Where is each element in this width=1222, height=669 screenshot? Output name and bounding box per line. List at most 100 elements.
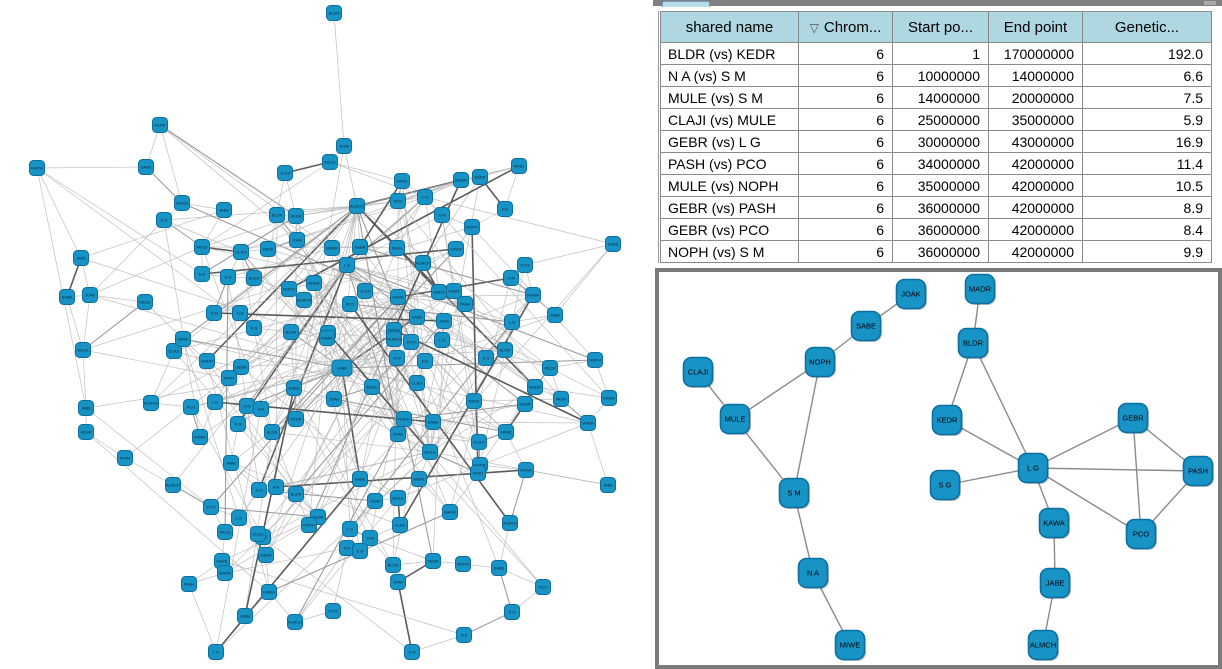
network-node[interactable]: KEDR bbox=[152, 117, 168, 133]
network-edge[interactable] bbox=[327, 296, 399, 334]
network-edge[interactable] bbox=[258, 451, 431, 491]
network-node[interactable]: MULE bbox=[322, 154, 338, 170]
node-shape[interactable] bbox=[1117, 402, 1149, 434]
table-cell[interactable]: N A (vs) S M bbox=[660, 64, 799, 87]
network-edge[interactable] bbox=[150, 331, 292, 404]
network-node[interactable]: JOAK bbox=[336, 138, 352, 154]
network-node[interactable]: PCO bbox=[325, 603, 341, 619]
network-node[interactable]: PCO bbox=[342, 296, 358, 312]
node-shape[interactable] bbox=[409, 375, 425, 391]
network-edge[interactable] bbox=[290, 296, 399, 333]
node-shape[interactable] bbox=[396, 411, 412, 427]
table-cell[interactable]: 35000000 bbox=[988, 108, 1083, 131]
network-node[interactable]: JABE bbox=[78, 400, 94, 416]
network-node[interactable]: S G bbox=[478, 350, 494, 366]
node-shape[interactable] bbox=[342, 521, 358, 537]
network-node[interactable]: KEDR bbox=[288, 411, 304, 427]
network-node[interactable]: JOAK bbox=[390, 574, 406, 590]
table-cell[interactable]: 6 bbox=[798, 130, 893, 153]
network-node[interactable]: PASH bbox=[457, 296, 473, 312]
network-node[interactable]: N A bbox=[456, 627, 472, 643]
network-edge[interactable] bbox=[424, 196, 610, 399]
table-cell[interactable]: 42000000 bbox=[988, 218, 1083, 241]
network-edge[interactable] bbox=[163, 205, 358, 221]
table-cell[interactable]: 6 bbox=[798, 152, 893, 175]
node-shape[interactable] bbox=[208, 644, 224, 660]
table-cell[interactable]: 43000000 bbox=[988, 130, 1083, 153]
column-header-start-point[interactable]: Start po... bbox=[892, 11, 989, 43]
node-kedr[interactable]: KEDR bbox=[931, 404, 964, 437]
table-row[interactable]: GEBR (vs) PCO 6 36000000 42000000 8.4 bbox=[660, 218, 1212, 241]
network-edge[interactable] bbox=[397, 422, 589, 499]
network-node[interactable]: CLAJI bbox=[250, 526, 266, 542]
node-shape[interactable] bbox=[301, 517, 317, 533]
network-node[interactable]: L G bbox=[434, 332, 450, 348]
network-node[interactable]: PCO bbox=[535, 579, 551, 595]
network-edge[interactable] bbox=[1132, 417, 1142, 535]
node-shape[interactable] bbox=[82, 287, 98, 303]
network-node[interactable]: MULE bbox=[217, 524, 233, 540]
table-cell[interactable]: MULE (vs) S M bbox=[660, 86, 799, 109]
network-node[interactable]: SABE bbox=[491, 560, 507, 576]
node-pco[interactable]: PCO bbox=[1125, 518, 1158, 551]
network-edge[interactable] bbox=[221, 560, 465, 636]
network-node[interactable]: S G bbox=[220, 269, 236, 285]
node-shape[interactable] bbox=[194, 239, 210, 255]
network-edge[interactable] bbox=[82, 349, 230, 379]
node-shape[interactable] bbox=[498, 424, 514, 440]
network-node[interactable]: GEBR bbox=[446, 283, 462, 299]
network-edge[interactable] bbox=[397, 433, 480, 443]
node-shape[interactable] bbox=[138, 159, 154, 175]
network-edge[interactable] bbox=[253, 277, 412, 343]
network-edge[interactable] bbox=[240, 196, 426, 368]
network-edge[interactable] bbox=[213, 312, 445, 322]
network-edge[interactable] bbox=[308, 329, 395, 526]
node-shape[interactable] bbox=[682, 356, 714, 388]
node-shape[interactable] bbox=[283, 324, 299, 340]
network-node[interactable]: MADR bbox=[527, 379, 543, 395]
node-shape[interactable] bbox=[404, 644, 420, 660]
network-node[interactable]: S M bbox=[434, 207, 450, 223]
table-cell[interactable]: 36000000 bbox=[892, 240, 989, 263]
node-shape[interactable] bbox=[580, 415, 596, 431]
node-shape[interactable] bbox=[287, 614, 303, 630]
node-shape[interactable] bbox=[216, 202, 232, 218]
network-edge[interactable] bbox=[36, 167, 87, 409]
network-edge[interactable] bbox=[554, 243, 614, 316]
node-shape[interactable] bbox=[605, 236, 621, 252]
network-node[interactable]: ALMCH bbox=[165, 477, 181, 493]
node-shape[interactable] bbox=[446, 283, 462, 299]
network-edge[interactable] bbox=[173, 205, 358, 352]
network-edge[interactable] bbox=[124, 457, 174, 486]
table-row[interactable]: GEBR (vs) PASH 6 36000000 42000000 8.9 bbox=[660, 196, 1212, 219]
node-shape[interactable] bbox=[504, 314, 520, 330]
node-shape[interactable] bbox=[117, 450, 133, 466]
network-node[interactable]: MADR bbox=[217, 565, 233, 581]
network-node[interactable]: N A bbox=[497, 201, 513, 217]
node-shape[interactable] bbox=[535, 579, 551, 595]
network-node[interactable]: PCO bbox=[390, 193, 406, 209]
network-node[interactable]: L G bbox=[231, 510, 247, 526]
network-edge[interactable] bbox=[228, 264, 348, 379]
network-node[interactable]: BLDR bbox=[326, 5, 342, 21]
table-cell[interactable]: 34000000 bbox=[892, 152, 989, 175]
node-shape[interactable] bbox=[518, 462, 534, 478]
table-cell[interactable]: 11.4 bbox=[1082, 152, 1212, 175]
network-edge[interactable] bbox=[36, 167, 203, 275]
node-shape[interactable] bbox=[409, 309, 425, 325]
node-shape[interactable] bbox=[895, 278, 927, 310]
network-edge[interactable] bbox=[182, 338, 240, 519]
table-row[interactable]: MULE (vs) S M 6 14000000 20000000 7.5 bbox=[660, 86, 1212, 109]
network-edge[interactable] bbox=[346, 264, 451, 513]
node-shape[interactable] bbox=[277, 165, 293, 181]
node-shape[interactable] bbox=[324, 240, 340, 256]
node-shape[interactable] bbox=[542, 360, 558, 376]
network-node[interactable]: MULE bbox=[422, 444, 438, 460]
node-lg[interactable]: L G bbox=[1017, 452, 1050, 485]
network-edge[interactable] bbox=[471, 226, 479, 474]
table-cell[interactable]: 7.5 bbox=[1082, 86, 1212, 109]
table-cell[interactable]: 9.9 bbox=[1082, 240, 1212, 263]
network-node[interactable]: JOAK bbox=[82, 287, 98, 303]
network-node[interactable]: CLAJI bbox=[409, 375, 425, 391]
table-cell[interactable]: 35000000 bbox=[892, 174, 989, 197]
